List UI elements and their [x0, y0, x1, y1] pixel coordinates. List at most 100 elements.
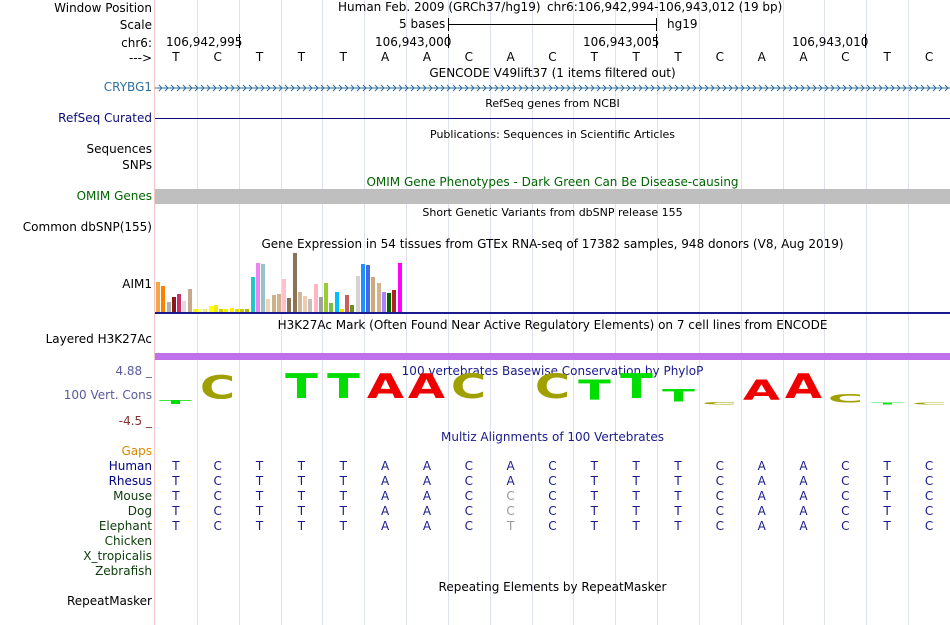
- alignment-base: T: [166, 459, 186, 473]
- gtex-tissue-bar[interactable]: [319, 297, 323, 313]
- alignment-base: T: [877, 459, 897, 473]
- alignment-base: A: [375, 489, 395, 503]
- species-label[interactable]: Elephant: [99, 519, 152, 533]
- gtex-gene-label[interactable]: AIM1: [122, 277, 152, 291]
- gtex-tissue-bar[interactable]: [161, 286, 165, 313]
- multiz-title: Multiz Alignments of 100 Vertebrates: [155, 430, 950, 444]
- alignment-base: C: [919, 474, 939, 488]
- alignment-base: T: [584, 474, 604, 488]
- phylop-label[interactable]: 100 Vert. Cons: [64, 388, 152, 402]
- crybg1-label[interactable]: CRYBG1: [104, 80, 152, 94]
- refseq-gene-line[interactable]: [155, 118, 950, 119]
- coord-4: 106,943,010: [792, 35, 868, 49]
- reference-base: C: [919, 50, 939, 64]
- gtex-tissue-bar[interactable]: [251, 277, 255, 313]
- alignment-base: T: [501, 519, 521, 533]
- omim-title: OMIM Gene Phenotypes - Dark Green Can Be…: [155, 175, 950, 189]
- alignment-base: C: [835, 474, 855, 488]
- gtex-tissue-bar[interactable]: [172, 297, 176, 313]
- gtex-tissue-bar[interactable]: [308, 299, 312, 313]
- h3k27-label[interactable]: Layered H3K27Ac: [46, 332, 152, 346]
- strand-label: --->: [129, 51, 152, 65]
- snps-label[interactable]: SNPs: [122, 158, 152, 172]
- coord-tick-3: [656, 34, 657, 48]
- dbsnp-label[interactable]: Common dbSNP(155): [23, 220, 152, 234]
- alignment-base: T: [626, 504, 646, 518]
- alignment-base: A: [375, 504, 395, 518]
- gtex-tissue-bar[interactable]: [345, 295, 349, 313]
- species-label[interactable]: Human: [109, 459, 152, 473]
- gtex-tissue-bar[interactable]: [324, 283, 328, 313]
- gtex-tissue-bar[interactable]: [366, 265, 370, 313]
- alignment-base: C: [542, 489, 562, 503]
- crybg1-gene-line[interactable]: [155, 82, 950, 94]
- omim-label[interactable]: OMIM Genes: [77, 189, 152, 203]
- alignment-base: T: [584, 489, 604, 503]
- alignment-base: A: [501, 459, 521, 473]
- gaps-label[interactable]: Gaps: [121, 444, 152, 458]
- alignment-base: T: [291, 504, 311, 518]
- species-label[interactable]: Dog: [128, 504, 152, 518]
- gtex-tissue-bar[interactable]: [392, 290, 396, 313]
- gtex-tissue-bar[interactable]: [361, 264, 365, 313]
- gtex-tissue-bar[interactable]: [387, 293, 391, 313]
- gtex-tissue-bar[interactable]: [261, 264, 265, 313]
- refseq-label[interactable]: RefSeq Curated: [58, 111, 152, 125]
- sequences-label[interactable]: Sequences: [87, 142, 152, 156]
- alignment-base: C: [710, 489, 730, 503]
- alignment-base: C: [542, 504, 562, 518]
- repeatmasker-title: Repeating Elements by RepeatMasker: [155, 580, 950, 594]
- reference-base: A: [752, 50, 772, 64]
- gtex-expression-chart[interactable]: [155, 252, 535, 313]
- omim-phenotype-bar[interactable]: [155, 189, 950, 204]
- gtex-tissue-bar[interactable]: [188, 289, 192, 313]
- gtex-tissue-bar[interactable]: [314, 284, 318, 313]
- alignment-base: T: [626, 519, 646, 533]
- alignment-base: C: [542, 519, 562, 533]
- alignment-base: T: [333, 474, 353, 488]
- alignment-base: A: [752, 474, 772, 488]
- species-label[interactable]: Mouse: [113, 489, 152, 503]
- gtex-tissue-bar[interactable]: [335, 292, 339, 313]
- gtex-tissue-bar[interactable]: [303, 296, 307, 313]
- reference-base: T: [626, 50, 646, 64]
- species-label[interactable]: Rhesus: [109, 474, 152, 488]
- reference-base: T: [668, 50, 688, 64]
- alignment-base: C: [459, 459, 479, 473]
- species-label[interactable]: Chicken: [105, 534, 152, 548]
- gtex-tissue-bar[interactable]: [256, 263, 260, 313]
- h3k27-signal-bar[interactable]: [155, 353, 950, 360]
- alignment-base: T: [291, 519, 311, 533]
- gtex-tissue-bar[interactable]: [356, 276, 360, 313]
- gtex-tissue-bar[interactable]: [382, 292, 386, 313]
- species-label[interactable]: Zebrafish: [95, 564, 152, 578]
- alignment-base: T: [877, 504, 897, 518]
- gtex-tissue-bar[interactable]: [282, 279, 286, 313]
- gtex-tissue-bar[interactable]: [177, 294, 181, 313]
- gtex-tissue-bar[interactable]: [398, 263, 402, 313]
- alignment-base: T: [877, 474, 897, 488]
- repeatmasker-label[interactable]: RepeatMasker: [67, 594, 152, 608]
- reference-base: C: [542, 50, 562, 64]
- gtex-tissue-bar[interactable]: [287, 298, 291, 313]
- species-label[interactable]: X_tropicalis: [83, 549, 152, 563]
- gtex-tissue-bar[interactable]: [266, 299, 270, 313]
- gtex-tissue-bar[interactable]: [156, 282, 160, 313]
- reference-base: A: [417, 50, 437, 64]
- phylop-logo-letter: C: [896, 402, 950, 405]
- reference-base: C: [710, 50, 730, 64]
- position-readout: chr6:106,942,994-106,943,012 (19 bp): [547, 0, 782, 14]
- gtex-tissue-bar[interactable]: [293, 253, 297, 313]
- alignment-base: T: [166, 489, 186, 503]
- alignment-base: C: [919, 504, 939, 518]
- gtex-tissue-bar[interactable]: [371, 277, 375, 313]
- reference-base: T: [291, 50, 311, 64]
- reference-base: T: [166, 50, 186, 64]
- gtex-tissue-bar[interactable]: [277, 294, 281, 313]
- gtex-tissue-bar[interactable]: [377, 283, 381, 313]
- gtex-tissue-bar[interactable]: [272, 295, 276, 313]
- coord-tick-4: [865, 34, 866, 48]
- gtex-tissue-bar[interactable]: [298, 292, 302, 313]
- refseq-title: RefSeq genes from NCBI: [155, 97, 950, 110]
- alignment-base: C: [919, 459, 939, 473]
